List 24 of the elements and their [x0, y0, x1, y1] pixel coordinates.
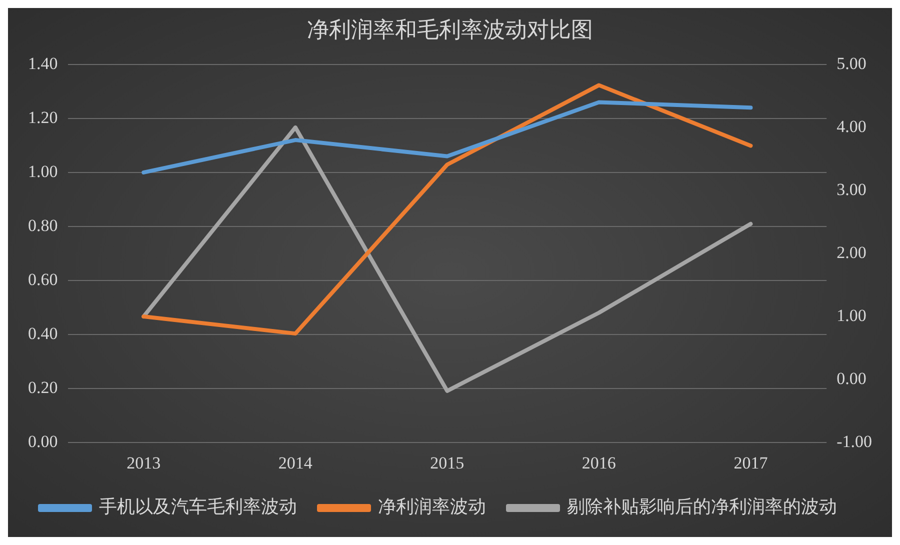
x-tick-label: 2017	[734, 453, 768, 472]
legend-label: 剔除补贴影响后的净利润率的波动	[567, 496, 837, 517]
y-tick-label: 1.20	[28, 108, 58, 127]
x-tick-label: 2014	[278, 453, 313, 472]
y-tick-label: 0.80	[28, 216, 58, 235]
y2-tick-label: 2.00	[836, 242, 866, 262]
y-tick-label: 0.00	[28, 432, 58, 452]
x-tick-label: 2013	[126, 453, 161, 472]
chart-title: 净利润率和毛利率波动对比图	[307, 16, 593, 42]
y2-tick-label: -1.00	[836, 432, 872, 452]
y-tick-label: 1.40	[28, 54, 58, 73]
x-tick-label: 2015	[430, 453, 464, 472]
y-tick-label: 1.00	[28, 162, 58, 181]
y2-tick-label: 3.00	[836, 180, 866, 199]
x-tick-label: 2016	[582, 453, 616, 472]
y-tick-label: 0.40	[28, 324, 58, 344]
legend-label: 净利润率波动	[378, 496, 486, 517]
y2-tick-label: 4.00	[836, 116, 866, 136]
y-tick-label: 0.60	[28, 270, 58, 289]
y-tick-label: 0.20	[28, 378, 58, 398]
y2-tick-label: 0.00	[836, 369, 866, 388]
y2-tick-label: 1.00	[836, 306, 866, 325]
legend-label: 手机以及汽车毛利率波动	[99, 496, 297, 517]
y2-tick-label: 5.00	[836, 54, 866, 73]
